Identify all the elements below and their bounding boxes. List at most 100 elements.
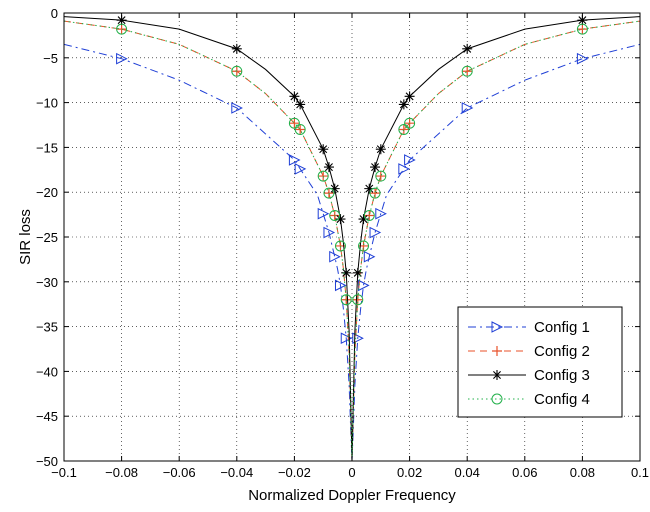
data-point	[369, 226, 382, 239]
data-point	[462, 43, 473, 54]
data-point	[364, 183, 375, 194]
data-point	[231, 65, 243, 77]
data-point	[317, 207, 330, 220]
data-point	[358, 240, 370, 252]
legend-marker	[492, 370, 502, 380]
y-tick-label: −50	[36, 454, 58, 469]
data-point	[317, 170, 329, 182]
data-point	[375, 171, 386, 182]
data-point	[341, 267, 352, 278]
legend-marker	[492, 346, 502, 356]
x-axis-title: Normalized Doppler Frequency	[248, 487, 456, 504]
data-point	[363, 250, 376, 263]
data-point	[295, 124, 306, 135]
legend-label: Config 1	[534, 319, 590, 336]
data-point	[295, 99, 306, 110]
y-tick-label: −20	[36, 185, 58, 200]
tick-layer: −0.1 −0.08 −0.06 −0.04 −0.02 0 0.02 0.04 0.06 0.0…	[36, 6, 649, 480]
grid-layer	[64, 13, 640, 461]
x-tick-label: −0.02	[278, 465, 311, 480]
data-point	[288, 117, 300, 129]
data-point	[288, 154, 301, 166]
series-3	[64, 15, 640, 461]
y-tick-label: −40	[36, 364, 58, 379]
data-point	[369, 187, 381, 199]
data-point	[318, 144, 329, 155]
data-point	[576, 52, 589, 65]
data-point	[398, 123, 410, 135]
y-tick-label: −10	[36, 96, 58, 111]
y-tick-label: −35	[36, 320, 58, 335]
data-point	[289, 118, 300, 129]
data-point	[323, 226, 336, 239]
legend-label: Config 4	[534, 391, 590, 408]
legend-label: Config 3	[534, 367, 590, 384]
data-point	[352, 332, 364, 345]
data-point	[231, 43, 242, 54]
data-point	[329, 183, 340, 194]
data-point	[289, 91, 300, 102]
y-tick-label: −15	[36, 140, 58, 155]
data-point	[334, 240, 346, 252]
data-point	[334, 279, 347, 292]
data-point	[352, 267, 363, 278]
x-tick-label: 0.04	[455, 465, 480, 480]
x-tick-label: −0.04	[220, 465, 253, 480]
data-point	[323, 162, 334, 173]
data-point	[340, 294, 352, 306]
x-tick-label: 0.1	[631, 465, 649, 480]
data-point	[404, 154, 416, 166]
y-tick-label: −30	[36, 275, 58, 290]
data-point	[116, 52, 128, 65]
data-point	[577, 24, 588, 35]
x-tick-label: 0.08	[570, 465, 595, 480]
x-tick-label: −0.06	[163, 465, 196, 480]
data-point	[231, 102, 243, 114]
legend-box	[457, 306, 623, 418]
series-line	[64, 20, 640, 461]
x-tick-label: 0	[348, 465, 355, 480]
data-point	[294, 163, 307, 175]
legend: Config 1 Config 2 Config 3 Config 4	[457, 306, 623, 418]
data-point	[335, 214, 346, 225]
data-point	[340, 332, 353, 345]
x-tick-label: −0.1	[51, 465, 77, 480]
data-point	[358, 214, 369, 225]
y-tick-label: 0	[51, 6, 58, 21]
data-point	[461, 102, 474, 114]
data-point	[364, 210, 375, 221]
data-point	[398, 163, 410, 175]
data-point	[375, 207, 387, 220]
data-point	[375, 144, 386, 155]
data-point	[363, 209, 375, 221]
data-point	[404, 91, 415, 102]
y-tick-label: −25	[36, 230, 58, 245]
y-axis-title: SIR loss	[17, 209, 34, 265]
legend-marker	[491, 393, 503, 405]
data-point	[577, 15, 588, 26]
data-point	[323, 187, 335, 199]
data-point	[370, 162, 381, 173]
data-point	[576, 23, 588, 35]
data-point	[294, 123, 306, 135]
data-point	[329, 209, 341, 221]
series-1	[64, 43, 640, 461]
data-point	[116, 15, 127, 26]
series-layer	[64, 15, 640, 461]
data-point	[370, 188, 381, 199]
legend-label: Config 2	[534, 343, 590, 360]
data-point	[352, 294, 364, 306]
series-4	[64, 20, 640, 461]
data-point	[461, 65, 473, 77]
y-tick-label: −5	[43, 51, 58, 66]
data-point	[398, 124, 409, 135]
data-point	[329, 250, 341, 263]
x-tick-label: 0.06	[512, 465, 537, 480]
data-point	[375, 170, 387, 182]
legend-marker	[491, 321, 504, 333]
data-point	[358, 279, 370, 292]
data-point	[116, 23, 128, 35]
x-tick-label: −0.08	[105, 465, 138, 480]
data-point	[398, 99, 409, 110]
